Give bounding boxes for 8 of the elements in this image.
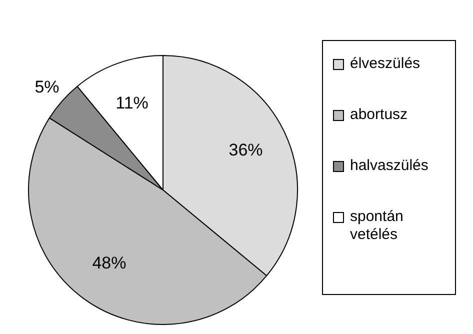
data-label: 5% (34, 77, 60, 96)
legend-label: abortusz (350, 106, 408, 124)
data-label: 48% (92, 254, 126, 273)
legend-label: halvaszülés (350, 157, 428, 175)
legend-label: élveszülés (350, 55, 420, 73)
legend-label: spontán vetélés (350, 208, 404, 244)
data-label: 36% (228, 140, 263, 160)
data-label: 11% (116, 94, 148, 113)
